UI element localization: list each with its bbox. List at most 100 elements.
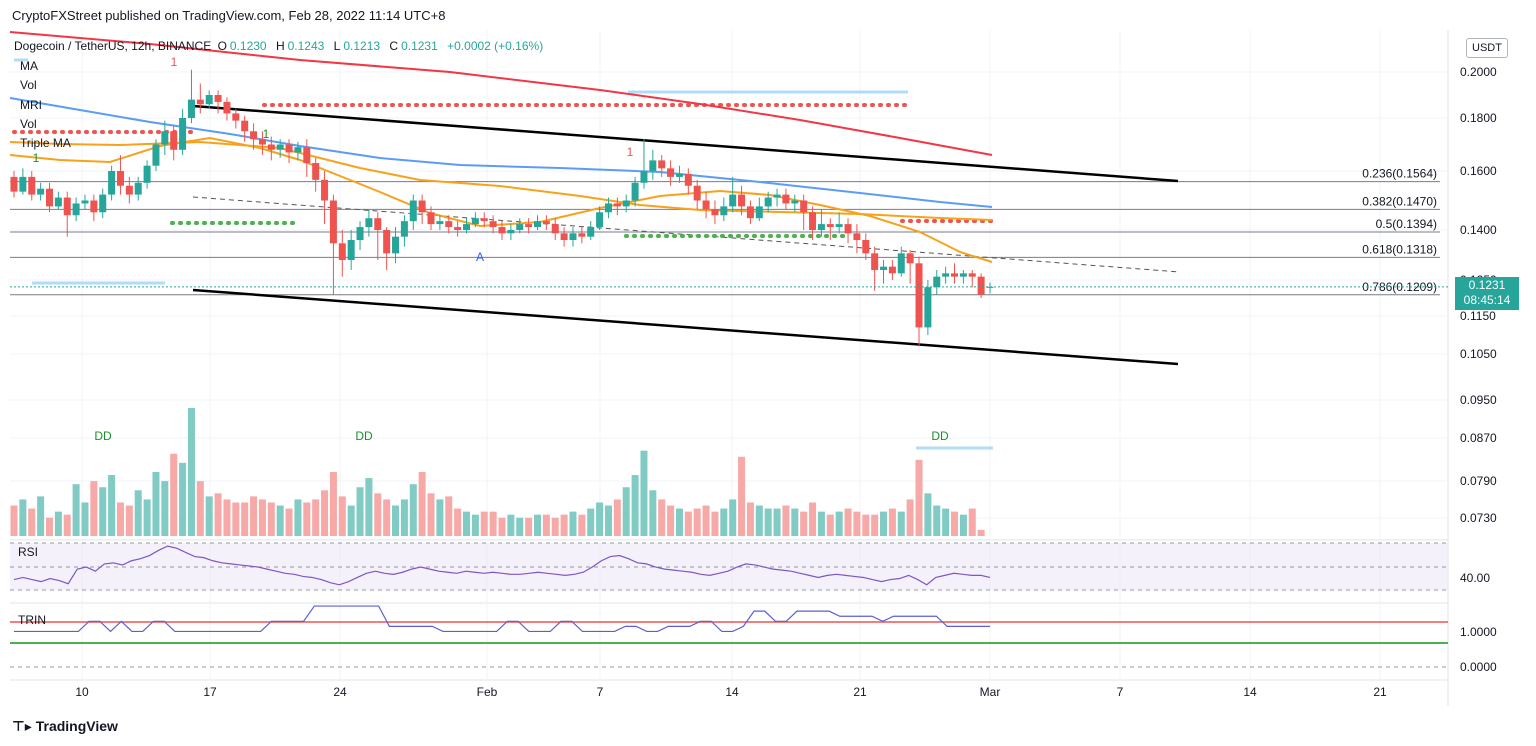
candle-body — [871, 253, 879, 270]
channel-lower-line — [192, 288, 1179, 366]
price-tick-label: 0.0730 — [1460, 511, 1497, 525]
candle-body — [285, 144, 293, 153]
fib-level-label: 0.382(0.1470) — [1362, 194, 1437, 208]
volume-bar — [347, 505, 355, 536]
candle-body — [542, 221, 550, 225]
volume-bar — [409, 484, 417, 536]
volume-bar — [72, 484, 80, 536]
candle-body — [755, 206, 763, 219]
tradingview-logo[interactable]: ⊤▸ TradingView — [12, 718, 118, 735]
ma-100-line — [9, 97, 993, 208]
price-tick-label: 0.2000 — [1460, 65, 1497, 79]
volume-bar — [10, 505, 18, 536]
candle-body — [596, 212, 604, 228]
candle-body — [480, 218, 488, 222]
volume-bar — [90, 481, 98, 536]
candle-body — [81, 200, 89, 204]
candle-body — [897, 253, 905, 274]
candle-body — [622, 200, 630, 207]
date-tick-label: 7 — [597, 685, 604, 699]
candle-body — [276, 144, 284, 150]
symbol-legend[interactable]: Dogecoin / TetherUS, 12h, BINANCE O 0.123… — [14, 39, 546, 53]
candle-body — [560, 233, 568, 240]
volume-bar — [773, 508, 781, 536]
candle-body — [711, 209, 719, 216]
candle-body — [463, 224, 471, 230]
volume-bar — [383, 499, 391, 536]
trin-axis-label: 1.0000 — [1460, 625, 1497, 639]
volume-bar — [667, 505, 675, 536]
volume-bar — [533, 514, 541, 536]
date-tick-label: 10 — [75, 685, 89, 699]
currency-unit-button[interactable]: USDT — [1466, 38, 1508, 58]
candle-body — [179, 118, 187, 150]
bar-countdown: 08:45:14 — [1463, 293, 1511, 307]
date-tick-label: 17 — [203, 685, 217, 699]
volume-bar — [374, 493, 382, 536]
volume-bar — [862, 514, 870, 536]
volume-bar — [241, 502, 249, 536]
candle-body — [28, 176, 36, 195]
ohlc-open: O 0.1230 — [217, 39, 267, 53]
candle-body — [977, 276, 985, 295]
candle-body — [880, 266, 888, 270]
symbol-name: Dogecoin / TetherUS, 12h, BINANCE — [14, 39, 212, 53]
indicator-vol2-label[interactable]: Vol — [20, 117, 37, 131]
volume-bar — [276, 505, 284, 536]
candle-body — [152, 144, 160, 166]
volume-bar — [525, 517, 533, 536]
volume-bar — [19, 499, 27, 536]
volume-bar — [294, 499, 302, 536]
candle-body — [800, 200, 808, 213]
indicator-ma-label[interactable]: MA — [20, 59, 38, 73]
date-tick-label: 21 — [1373, 685, 1387, 699]
indicator-vol-label[interactable]: Vol — [20, 78, 37, 92]
signal-label: 1 — [263, 127, 270, 141]
candle-body — [99, 194, 107, 213]
candle-body — [161, 131, 169, 145]
candle-body — [649, 160, 657, 171]
last-price-value: 0.1231 — [1468, 278, 1506, 292]
candle-body — [134, 182, 142, 195]
volume-bar — [329, 472, 337, 536]
ma-200-line — [9, 31, 993, 156]
rsi-label: RSI — [18, 545, 38, 559]
volume-bar — [400, 499, 408, 536]
volume-bar — [63, 514, 71, 536]
volume-bar — [392, 505, 400, 536]
volume-bar — [613, 499, 621, 536]
fib-level-label: 0.5(0.1394) — [1376, 217, 1437, 231]
price-tick-label: 0.0950 — [1460, 393, 1497, 407]
candle-body — [817, 224, 825, 230]
candle-body — [347, 240, 355, 260]
volume-bar — [232, 502, 240, 536]
indicator-mri-label[interactable]: MRI — [20, 98, 42, 112]
volume-bar — [738, 456, 746, 536]
date-tick-label: 7 — [1117, 685, 1124, 699]
volume-bar — [498, 517, 506, 536]
candle-body — [826, 224, 834, 228]
candle-body — [72, 203, 80, 216]
volume-bar — [782, 505, 790, 536]
candle-body — [125, 185, 133, 195]
tradingview-brand: TradingView — [35, 718, 118, 734]
candle-body — [312, 163, 320, 180]
volume-bar — [560, 514, 568, 536]
date-tick-label: 14 — [1243, 685, 1257, 699]
price-tick-label: 0.0870 — [1460, 431, 1497, 445]
candle-body — [667, 168, 675, 177]
price-tick-label: 0.1150 — [1460, 309, 1496, 323]
candle-body — [684, 173, 692, 186]
volume-bar — [729, 499, 737, 536]
candle-body — [45, 188, 53, 207]
candle-body — [489, 221, 497, 228]
volume-bar — [454, 508, 462, 536]
volume-bar — [143, 499, 151, 536]
volume-bar — [170, 453, 178, 536]
volume-bar — [684, 511, 692, 536]
indicator-triple-ma-label[interactable]: Triple MA — [20, 136, 71, 150]
candle-body — [640, 171, 648, 183]
volume-bar — [853, 511, 861, 536]
candle-body — [214, 95, 222, 102]
